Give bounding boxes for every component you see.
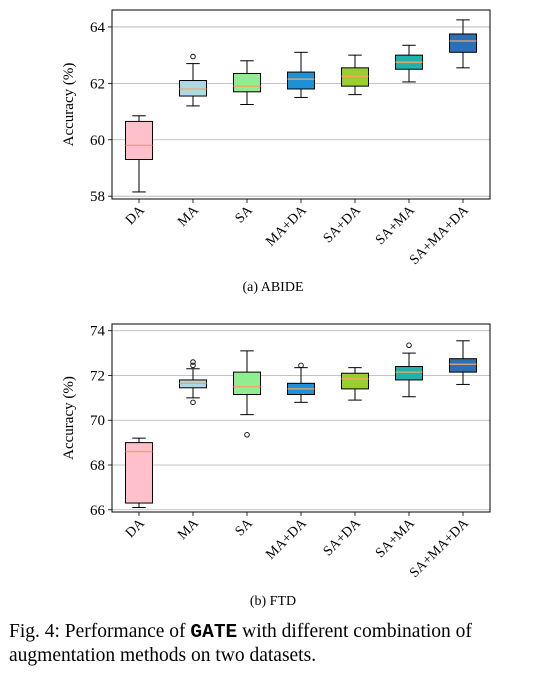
- outlier-point: [190, 362, 196, 369]
- y-tick-label: 58: [90, 189, 105, 205]
- caption-suffix: with different combination of augmentati…: [9, 621, 472, 666]
- box: [125, 442, 153, 504]
- outlier-point: [190, 53, 196, 60]
- outlier-point: [190, 399, 196, 406]
- x-category-label: SA+MA+DA: [407, 516, 472, 581]
- outlier-point: [298, 362, 304, 369]
- plot-frame: [111, 323, 491, 513]
- box: [449, 358, 477, 373]
- figure-caption: Fig. 4: Performance of GATE with differe…: [9, 620, 537, 667]
- y-tick-label: 70: [90, 413, 105, 429]
- outlier-point: [406, 342, 412, 349]
- caption-prefix: Fig. 4: Performance of: [9, 621, 191, 642]
- y-tick-label: 64: [90, 20, 106, 36]
- subfigure-caption: (b) FTD: [250, 594, 296, 609]
- x-category-label: SA: [233, 203, 257, 227]
- box: [341, 372, 369, 390]
- box: [341, 67, 369, 87]
- x-category-label: MA+DA: [263, 516, 310, 563]
- y-tick-label: 66: [90, 503, 106, 519]
- y-tick-label: 72: [90, 368, 105, 384]
- y-axis-label: Accuracy (%): [61, 63, 77, 147]
- x-category-label: DA: [123, 203, 149, 229]
- x-category-label: MA+DA: [263, 203, 310, 250]
- box: [179, 80, 207, 97]
- box: [395, 366, 423, 381]
- x-category-label: SA+MA: [373, 516, 418, 561]
- y-tick-label: 60: [90, 133, 105, 149]
- outlier-point: [190, 359, 196, 365]
- y-tick-label: 68: [90, 458, 105, 474]
- y-axis-label: Accuracy (%): [61, 376, 77, 460]
- box: [233, 72, 261, 93]
- box: [233, 371, 261, 396]
- box: [449, 33, 477, 53]
- x-category-label: MA: [175, 203, 202, 230]
- x-category-label: SA+MA+DA: [407, 203, 472, 268]
- subfigure-caption: (a) ABIDE: [242, 280, 303, 295]
- plot-frame: [111, 9, 491, 200]
- x-category-label: SA+DA: [321, 516, 365, 560]
- box: [125, 120, 153, 161]
- outlier-point: [244, 432, 250, 438]
- y-tick-label: 62: [90, 76, 105, 92]
- x-category-label: MA: [175, 516, 202, 543]
- x-category-label: SA+MA: [373, 203, 418, 248]
- caption-method-name: GATE: [190, 621, 238, 643]
- y-tick-label: 74: [90, 324, 106, 340]
- x-category-label: SA: [233, 516, 257, 540]
- x-category-label: SA+DA: [321, 203, 365, 247]
- x-category-label: DA: [123, 516, 149, 542]
- box: [287, 71, 315, 90]
